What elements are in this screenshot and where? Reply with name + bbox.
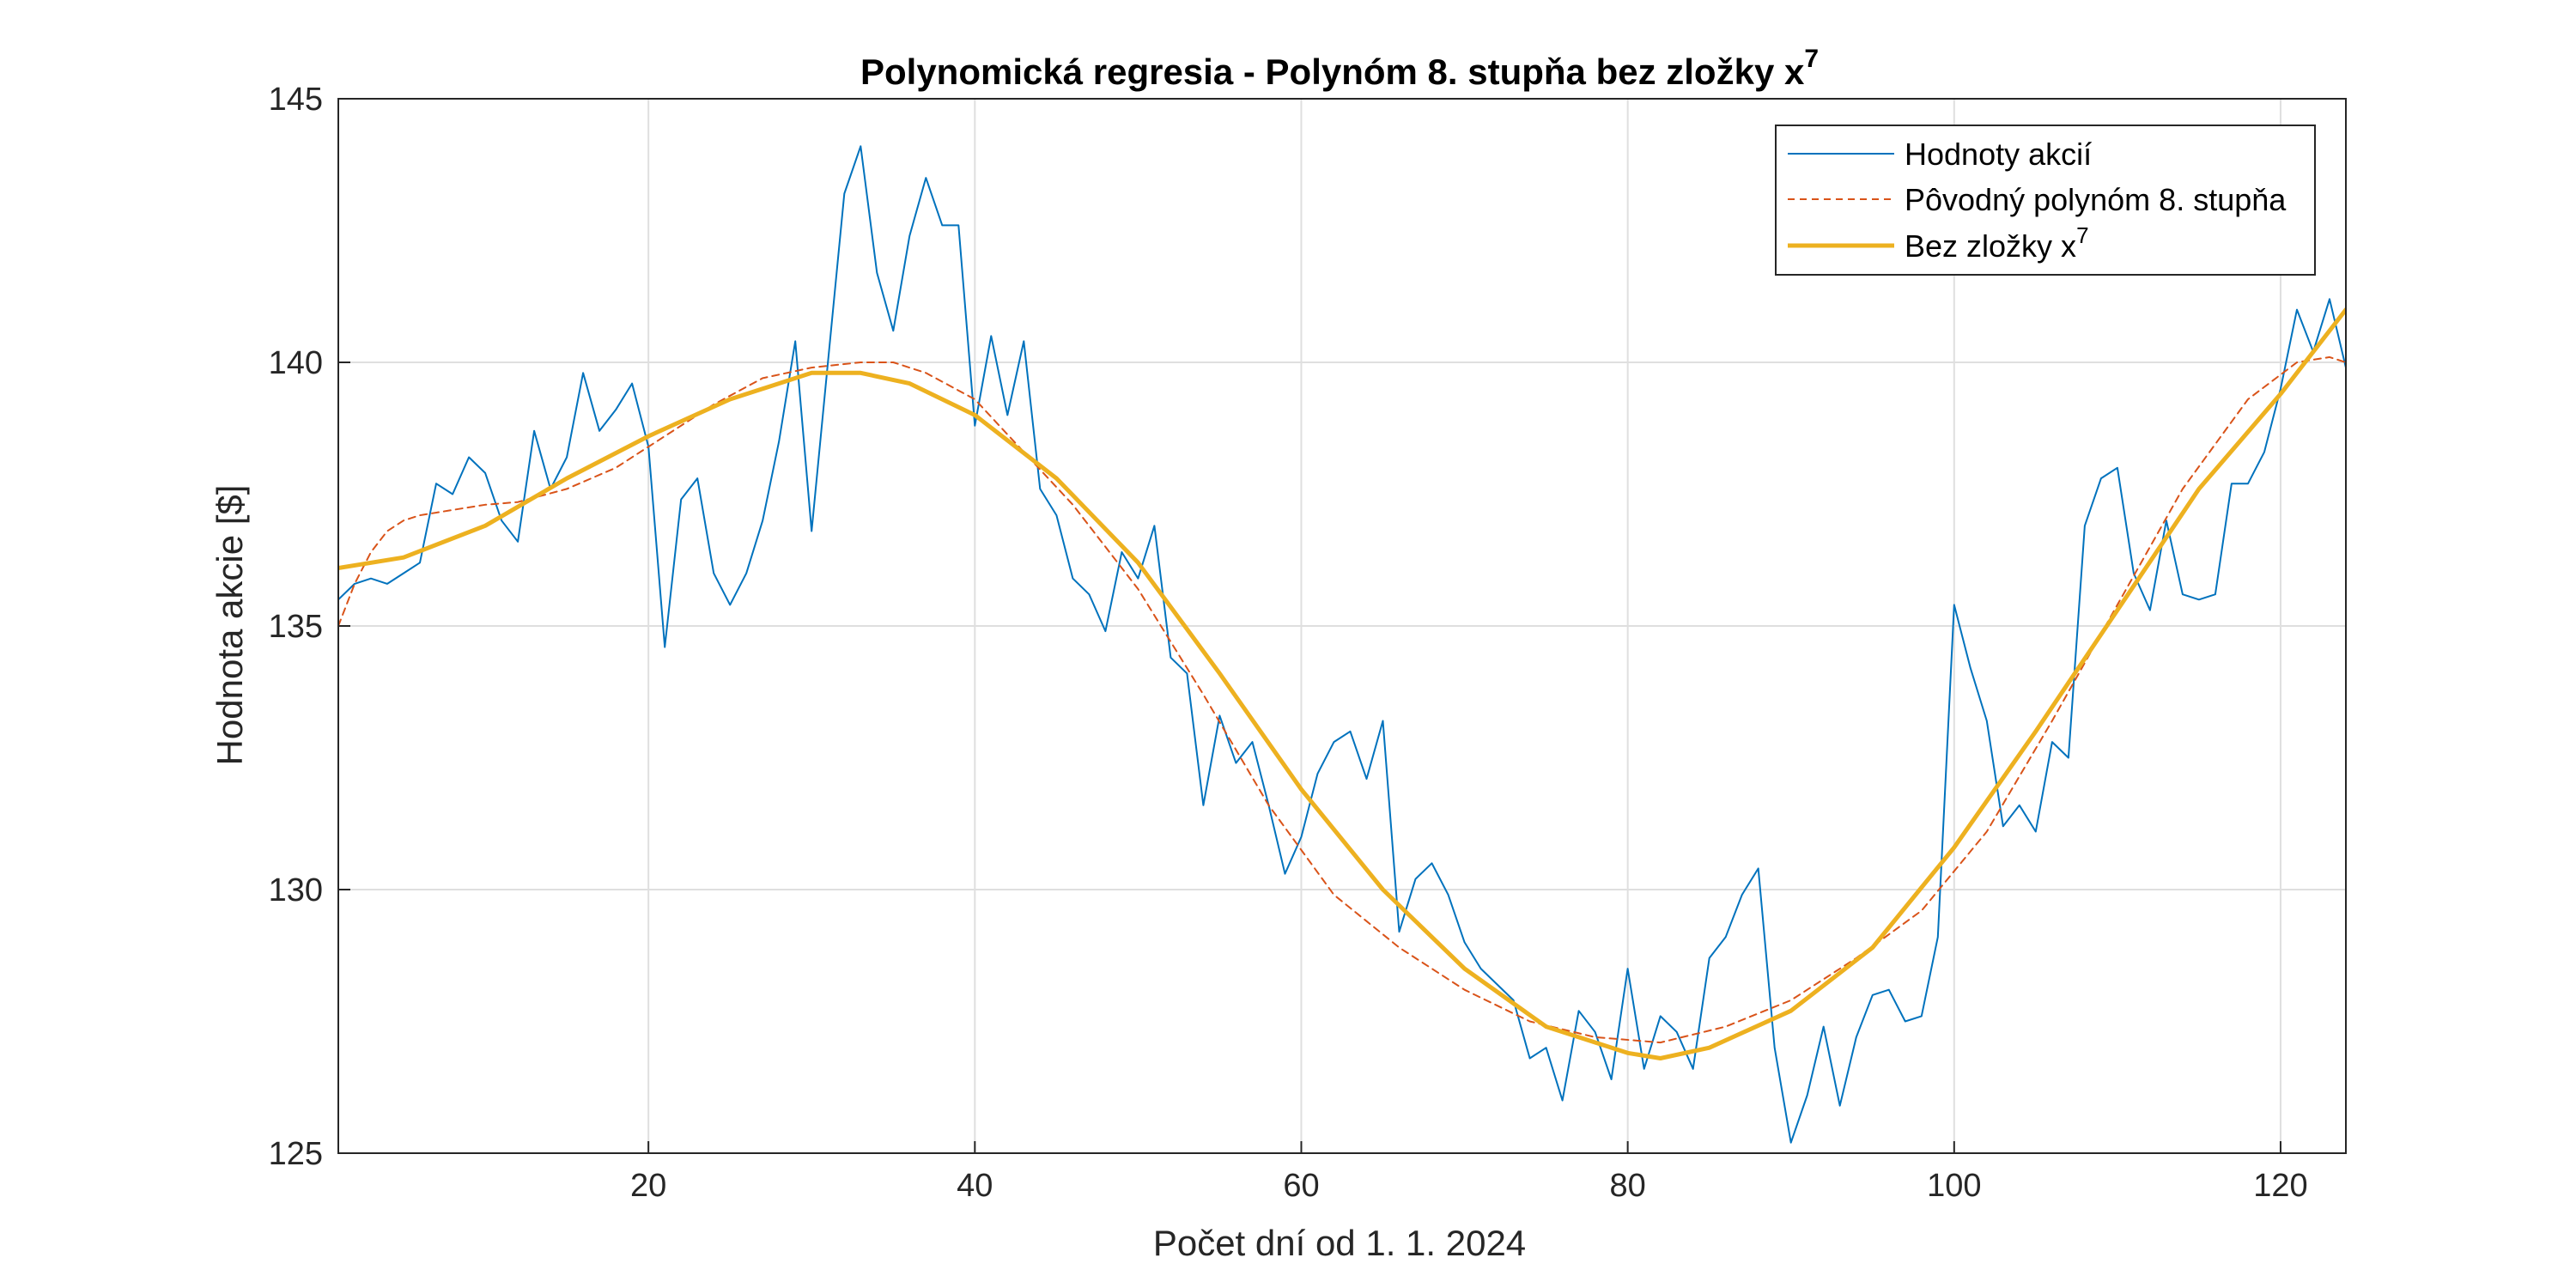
legend-label-bez-zlozky: Bez zložky x7 [1905, 222, 2089, 264]
x-tick-label: 40 [957, 1168, 993, 1204]
chart-title-superscript: 7 [1804, 45, 1819, 73]
legend: Hodnoty akcií Pôvodný polynóm 8. stupňa … [1775, 125, 2316, 276]
y-axis-label: Hodnota akcie [$] [210, 485, 250, 766]
x-tick-label: 60 [1283, 1168, 1319, 1204]
legend-label-hodnoty-akcii: Hodnoty akcií [1905, 137, 2092, 172]
x-tick-label: 20 [630, 1168, 666, 1204]
x-tick-label: 120 [2253, 1168, 2307, 1204]
legend-label-povodny-polynom: Pôvodný polynóm 8. stupňa [1905, 182, 2287, 217]
x-axis-label: Počet dní od 1. 1. 2024 [1153, 1223, 1526, 1263]
legend-label-bez-zlozky-superscript: 7 [2076, 222, 2088, 248]
y-tick-label: 140 [269, 345, 323, 381]
chart-title-main: Polynomická regresia - Polynóm 8. stupňa… [860, 52, 1805, 92]
plot-frame [337, 98, 2347, 1154]
y-tick-label: 125 [269, 1136, 323, 1172]
series-line-2 [338, 307, 2346, 1060]
x-tick-label: 100 [1927, 1168, 1981, 1204]
series-layer [338, 145, 2346, 1144]
chart-title: Polynomická regresia - Polynóm 8. stupňa… [860, 45, 1819, 92]
axis-ticks: 20 40 60 80 100 120 125 130 135 140 145 [269, 82, 2308, 1204]
y-tick-label: 130 [269, 872, 323, 908]
y-tick-label: 145 [269, 82, 323, 118]
series-line-1 [338, 355, 2346, 1044]
series-line-0 [338, 145, 2346, 1144]
x-tick-label: 80 [1610, 1168, 1646, 1204]
y-tick-label: 135 [269, 609, 323, 645]
legend-label-bez-zlozky-main: Bez zložky x [1905, 228, 2076, 264]
